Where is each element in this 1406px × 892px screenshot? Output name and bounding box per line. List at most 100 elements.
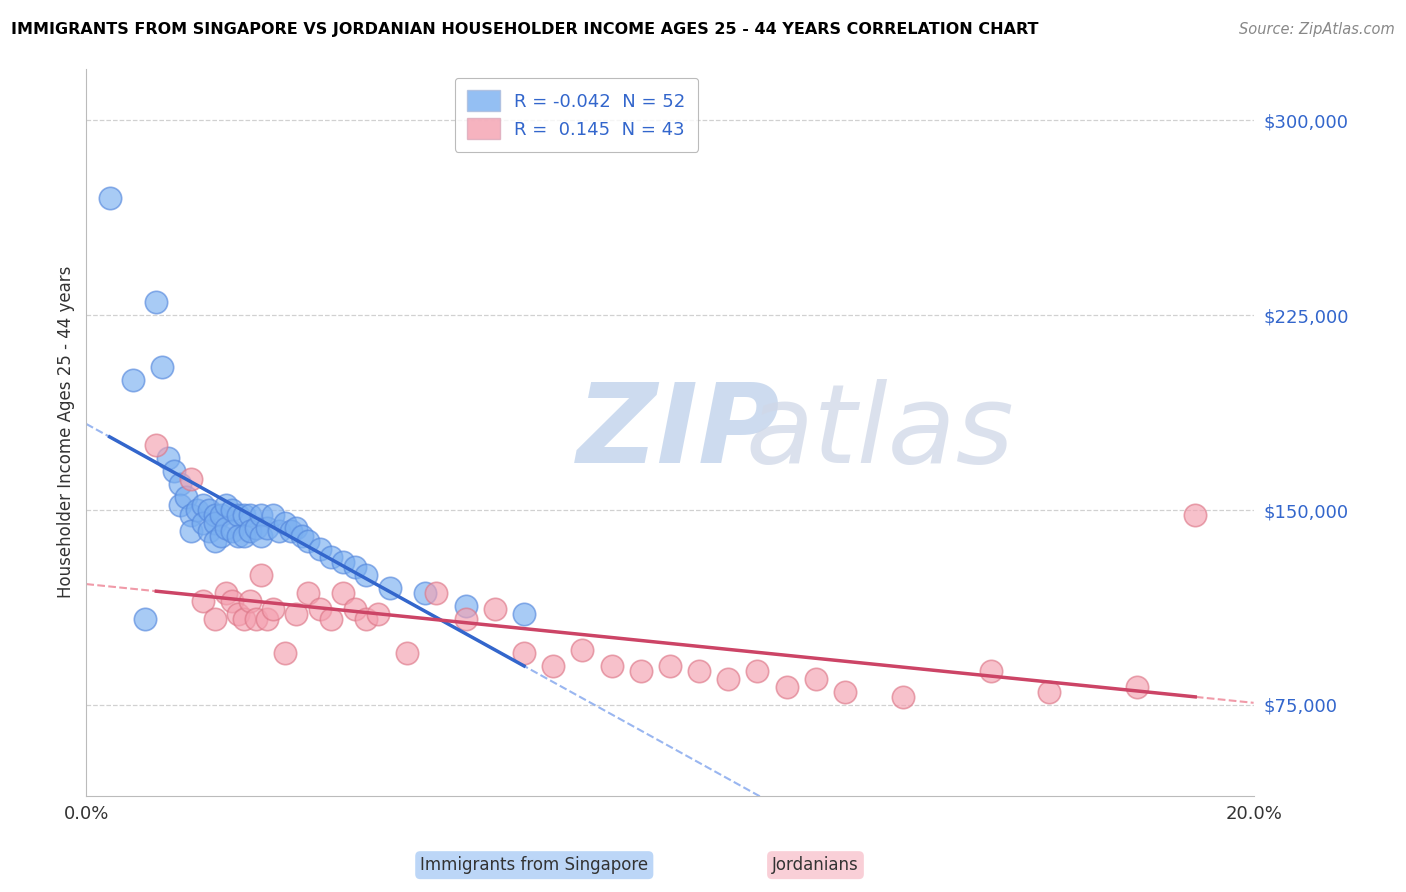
Point [215,586,238,600]
Point [250,568,273,582]
Text: ZIP: ZIP [576,378,780,485]
Y-axis label: Householder Income Ages 25 - 44 years: Householder Income Ages 25 - 44 years [58,266,75,599]
Text: IMMIGRANTS FROM SINGAPORE VS JORDANIAN HOUSEHOLDER INCOME AGES 25 - 44 YEARS COR: IMMIGRANTS FROM SINGAPORE VS JORDANIAN H… [11,22,1039,37]
Point [367,607,389,621]
Point [198,524,221,538]
Text: Immigrants from Singapore: Immigrants from Singapore [420,856,648,874]
Point [1184,508,1206,523]
Point [600,659,623,673]
Point [356,612,378,626]
Legend: R = -0.042  N = 52, R =  0.145  N = 43: R = -0.042 N = 52, R = 0.145 N = 43 [454,78,699,152]
Point [413,586,436,600]
Point [198,503,221,517]
Point [274,516,297,530]
Point [245,612,267,626]
Point [343,560,366,574]
Point [274,646,297,660]
Point [484,601,506,615]
Point [191,498,214,512]
Point [256,612,278,626]
Point [209,529,232,543]
Point [209,508,232,523]
Text: atlas: atlas [745,378,1015,485]
Point [204,516,226,530]
Point [541,659,564,673]
Point [513,646,536,660]
Point [776,680,799,694]
Point [226,508,249,523]
Point [297,534,319,549]
Point [280,524,302,538]
Point [658,659,681,673]
Text: Jordanians: Jordanians [772,856,859,874]
Point [834,685,856,699]
Point [747,664,769,678]
Point [122,373,145,387]
Point [245,521,267,535]
Point [180,472,202,486]
Text: Source: ZipAtlas.com: Source: ZipAtlas.com [1239,22,1395,37]
Point [204,534,226,549]
Point [221,503,243,517]
Point [425,586,447,600]
Point [180,524,202,538]
Point [1038,685,1060,699]
Point [454,599,477,614]
Point [191,594,214,608]
Point [321,612,343,626]
Point [291,529,314,543]
Point [226,607,249,621]
Point [343,601,366,615]
Point [145,295,167,310]
Point [980,664,1002,678]
Point [332,555,354,569]
Point [688,664,710,678]
Point [186,503,208,517]
Point [250,508,273,523]
Point [262,508,284,523]
Point [285,607,308,621]
Point [804,672,827,686]
Point [98,191,121,205]
Point [174,490,197,504]
Point [232,529,254,543]
Point [717,672,740,686]
Point [893,690,915,704]
Point [1126,680,1149,694]
Point [215,521,238,535]
Point [356,568,378,582]
Point [156,451,179,466]
Point [239,524,262,538]
Point [191,516,214,530]
Point [571,643,593,657]
Point [239,508,262,523]
Point [321,549,343,564]
Point [204,612,226,626]
Point [232,612,254,626]
Point [204,508,226,523]
Point [513,607,536,621]
Point [396,646,419,660]
Point [215,498,238,512]
Point [267,524,290,538]
Point [297,586,319,600]
Point [232,508,254,523]
Point [226,529,249,543]
Point [221,524,243,538]
Point [163,464,186,478]
Point [239,594,262,608]
Point [169,498,191,512]
Point [308,601,330,615]
Point [378,581,401,595]
Point [134,612,156,626]
Point [169,477,191,491]
Point [454,612,477,626]
Point [180,508,202,523]
Point [308,541,330,556]
Point [262,601,284,615]
Point [630,664,652,678]
Point [221,594,243,608]
Point [256,521,278,535]
Point [145,438,167,452]
Point [150,360,173,375]
